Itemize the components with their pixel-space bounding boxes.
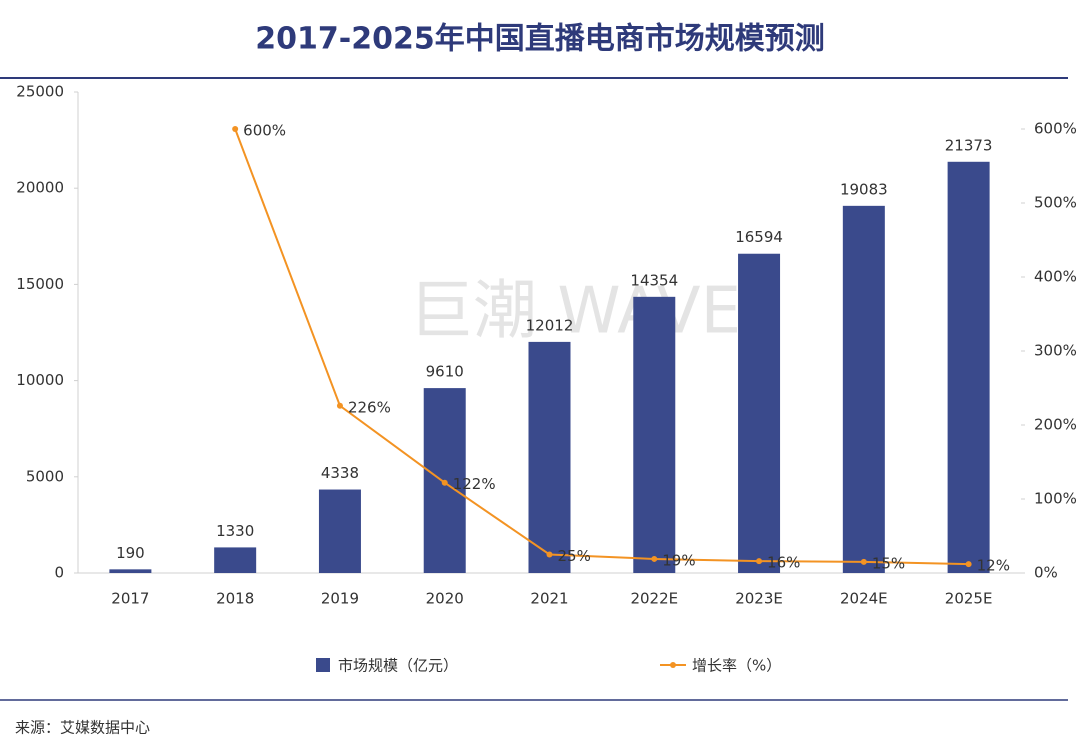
y2-tick-label: 100%	[1034, 490, 1077, 508]
x-tick-label: 2019	[321, 590, 359, 608]
legend-label: 增长率（%）	[692, 657, 781, 675]
y-tick-label: 25000	[16, 83, 64, 101]
bar	[633, 296, 676, 573]
growth-point	[441, 479, 448, 486]
growth-value-label: 19%	[662, 551, 695, 569]
legend-swatch	[316, 658, 330, 672]
x-tick-label: 2023E	[735, 590, 783, 608]
bar	[738, 253, 781, 573]
bar-value-label: 14354	[630, 271, 678, 289]
bar-value-label: 9610	[426, 363, 464, 381]
bar	[318, 489, 361, 573]
growth-value-label: 25%	[558, 547, 591, 565]
y-tick-label: 20000	[16, 179, 64, 197]
bar	[842, 205, 885, 573]
growth-point	[336, 402, 343, 409]
x-tick-label: 2018	[216, 590, 254, 608]
bar	[947, 161, 990, 573]
bar-value-label: 4338	[321, 464, 359, 482]
bar-value-label: 19083	[840, 180, 888, 198]
y2-tick-label: 300%	[1034, 342, 1077, 360]
source-note: 来源：艾媒数据中心	[15, 719, 150, 737]
growth-point	[860, 558, 867, 565]
y-tick-label: 15000	[16, 275, 64, 293]
y2-tick-label: 500%	[1034, 194, 1077, 212]
x-tick-label: 2025E	[945, 590, 993, 608]
x-tick-label: 2024E	[840, 590, 888, 608]
y2-tick-label: 0%	[1034, 564, 1058, 582]
x-tick-label: 2021	[530, 590, 568, 608]
chart-title: 2017-2025年中国直播电商市场规模预测	[255, 22, 824, 57]
bar-value-label: 12012	[526, 316, 574, 334]
x-tick-label: 2017	[111, 590, 149, 608]
bar-value-label: 190	[116, 544, 145, 562]
watermark: 巨潮 WAVE	[409, 275, 741, 349]
growth-point	[651, 555, 658, 562]
bar	[214, 547, 257, 573]
growth-value-label: 600%	[243, 122, 286, 140]
growth-value-label: 226%	[348, 398, 391, 416]
growth-value-label: 122%	[453, 475, 496, 493]
legend-swatch-dot	[670, 662, 676, 668]
y-tick-label: 10000	[16, 371, 64, 389]
growth-point	[546, 551, 553, 558]
y-tick-label: 0	[54, 564, 64, 582]
bar-value-label: 16594	[735, 228, 783, 246]
growth-value-label: 16%	[767, 554, 800, 572]
growth-value-label: 12%	[977, 557, 1010, 575]
bar	[528, 341, 571, 573]
bar-value-label: 1330	[216, 522, 254, 540]
y-tick-label: 5000	[26, 467, 64, 485]
y2-tick-label: 600%	[1034, 120, 1077, 138]
x-tick-label: 2020	[426, 590, 464, 608]
growth-point	[232, 126, 239, 132]
growth-line	[234, 128, 969, 566]
y2-tick-label: 200%	[1034, 416, 1077, 434]
growth-point	[756, 558, 763, 565]
legend-label: 市场规模（亿元）	[338, 657, 458, 675]
y2-tick-label: 400%	[1034, 268, 1077, 286]
bar	[109, 569, 152, 573]
growth-point	[965, 561, 972, 568]
x-tick-label: 2022E	[630, 590, 678, 608]
growth-value-label: 15%	[872, 554, 905, 572]
bar-value-label: 21373	[945, 136, 993, 154]
